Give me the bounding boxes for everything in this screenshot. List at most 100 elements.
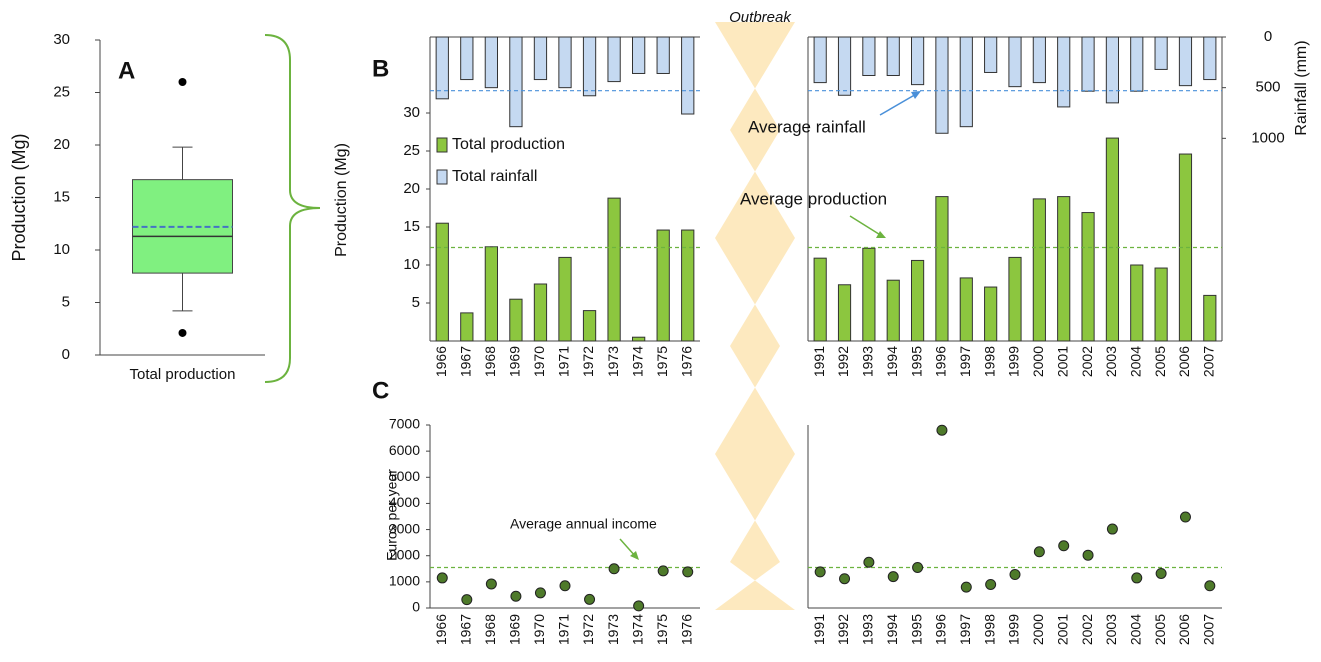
bar [509, 36, 523, 128]
bar [1057, 36, 1071, 108]
x-tick-label: 2005 [1152, 346, 1168, 377]
point [985, 578, 997, 590]
brace [264, 34, 321, 383]
x-tick-label: 2004 [1127, 346, 1143, 377]
y-tick-label: 2000 [389, 546, 420, 562]
x-tick-label: 1966 [433, 614, 449, 645]
x-tick-label: 1994 [884, 614, 900, 645]
x-tick-label: 1972 [580, 346, 596, 377]
y-tick-label: 10 [53, 241, 70, 258]
point [1058, 540, 1070, 552]
reference-label: Average annual income [510, 516, 657, 532]
x-tick-label: 1999 [1006, 614, 1022, 645]
bar [1105, 137, 1119, 342]
bar [1130, 264, 1144, 342]
bar [582, 310, 597, 342]
point [608, 563, 620, 575]
bar [911, 259, 925, 342]
point [682, 566, 694, 578]
y-tick-label: 20 [53, 136, 70, 153]
bar [1057, 196, 1071, 342]
x-tick-label: 1999 [1006, 346, 1022, 377]
x-tick-label: 1973 [605, 346, 621, 377]
point [1009, 569, 1021, 581]
bar [1008, 36, 1022, 88]
y-tick-label: 10 [403, 256, 420, 273]
y-tick-label: 25 [53, 83, 70, 100]
bar [435, 222, 449, 342]
y-tick-label: 1000 [389, 573, 420, 589]
outbreak-band [715, 22, 795, 610]
x-tick-label: 1991 [811, 346, 827, 377]
outlier [178, 328, 187, 337]
point [1106, 523, 1118, 535]
bar [558, 256, 572, 342]
x-tick-label: 1971 [556, 346, 572, 377]
x-tick-label: 1969 [507, 346, 523, 377]
y-tick-label: 25 [403, 142, 420, 159]
y-tick-label: 4000 [389, 494, 420, 510]
y-axis-label: Production (Mg) [9, 133, 29, 261]
point [633, 600, 645, 612]
x-tick-label: 1997 [957, 346, 973, 377]
x-tick-label: 1968 [482, 346, 498, 377]
x-tick-label: 1991 [811, 614, 827, 645]
legend-label: Total rainfall [452, 168, 537, 185]
x-tick-label: 2007 [1201, 346, 1217, 377]
y-tick-label: 20 [403, 180, 420, 197]
point [912, 561, 924, 573]
point [657, 565, 669, 577]
bar [1081, 36, 1095, 92]
y2-axis-label: Rainfall (mm) [1293, 40, 1310, 135]
point [1155, 567, 1167, 579]
bar [484, 36, 498, 89]
bar [837, 36, 852, 96]
x-tick-label: 1996 [933, 614, 949, 645]
point [584, 593, 596, 605]
bar [484, 246, 498, 342]
x-tick-label: 2001 [1054, 614, 1070, 645]
outlier [178, 78, 187, 86]
x-tick-label: 1973 [605, 614, 621, 645]
x-tick-label: 2006 [1176, 614, 1192, 645]
y-tick-label: 3000 [389, 520, 420, 536]
bar [959, 36, 973, 128]
bar [607, 36, 621, 83]
bar [984, 36, 998, 73]
point [1179, 511, 1191, 523]
bar [886, 36, 900, 77]
x-tick-label: 1995 [908, 346, 924, 377]
bar [509, 298, 523, 342]
panel-label: A [118, 57, 135, 84]
y2-tick-label: 0 [1264, 28, 1272, 45]
point [814, 566, 826, 578]
x-tick-label: 1967 [458, 346, 474, 377]
bar [813, 36, 827, 84]
x-tick-label: 2007 [1201, 614, 1217, 645]
y-tick-label: 15 [403, 218, 420, 235]
y-tick-label: 5 [62, 293, 70, 310]
bar [911, 36, 925, 86]
point [839, 573, 851, 585]
bar [533, 36, 548, 81]
y-axis-label: Euros per year [384, 469, 400, 561]
x-tick-label: 1967 [458, 614, 474, 645]
y-tick-label: 0 [412, 599, 420, 615]
y-tick-label: 15 [53, 188, 70, 205]
point [1204, 580, 1216, 592]
x-tick-label: 2000 [1030, 614, 1046, 645]
bar [656, 229, 670, 342]
x-tick-label: 1993 [860, 614, 876, 645]
point [485, 578, 497, 590]
y-tick-label: 0 [62, 346, 70, 363]
bar [582, 36, 597, 97]
x-tick-label: 1993 [860, 346, 876, 377]
x-tick-label: Total production [130, 366, 236, 383]
point [461, 594, 473, 606]
x-tick-label: 1972 [580, 614, 596, 645]
x-tick-label: 1976 [678, 346, 694, 377]
x-tick-label: 2001 [1054, 346, 1070, 377]
x-tick-label: 2002 [1079, 346, 1095, 377]
x-tick-label: 1974 [629, 614, 645, 645]
bar [959, 277, 973, 342]
